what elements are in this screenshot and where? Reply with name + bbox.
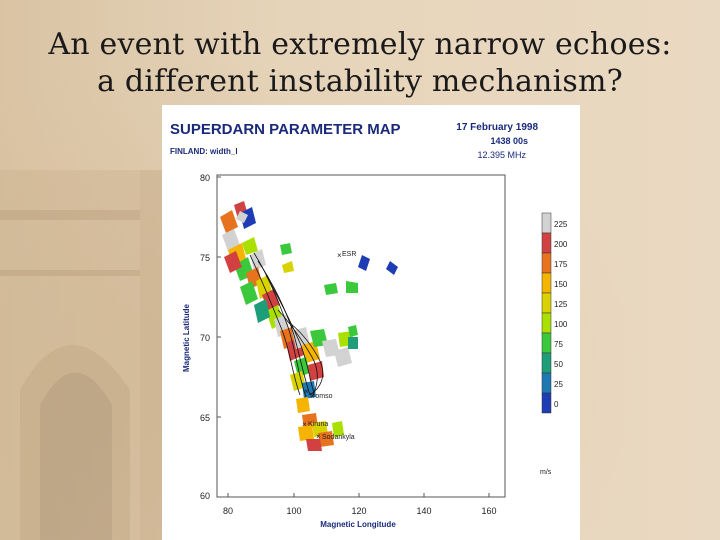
title-line-1: An event with extremely narrow echoes:: [48, 27, 672, 62]
color-scale-label: 75: [554, 340, 563, 349]
y-axis-label: Magnetic Latitude: [182, 303, 191, 372]
station-tromso: Tromso: [309, 393, 333, 400]
x-axis-label: Magnetic Longitude: [320, 520, 396, 529]
radar-echo-cells: [220, 201, 398, 451]
archway-background-image: [0, 170, 165, 540]
color-scale-label: 175: [554, 260, 568, 269]
plot-frame: [216, 174, 506, 498]
color-scale-label: 225: [554, 220, 568, 229]
map-date: 17 February 1998: [456, 122, 538, 133]
svg-text:×: ×: [316, 432, 321, 441]
color-scale-unit: m/s: [540, 469, 552, 476]
color-scale-swatch: [541, 212, 552, 234]
station-sodankyla: Sodankyla: [322, 434, 355, 441]
svg-text:×: ×: [302, 420, 307, 429]
map-plot: × ESR × Tromso × Kiruna × Sodankyla 80 7…: [182, 173, 568, 529]
y-tick: 60: [200, 491, 210, 501]
color-scale-swatch: [541, 252, 552, 274]
y-tick: 70: [200, 333, 210, 343]
potential-contours: [249, 252, 324, 398]
map-title: SUPERDARN PARAMETER MAP: [170, 121, 401, 138]
color-scale-label: 150: [554, 280, 568, 289]
color-scale-label: 100: [554, 320, 568, 329]
x-tick: 100: [286, 506, 301, 516]
superdarn-parameter-map: SUPERDARN PARAMETER MAP FINLAND: width_l…: [162, 105, 580, 540]
y-tick: 80: [200, 173, 210, 183]
svg-text:×: ×: [304, 387, 309, 396]
color-scale-label: 200: [554, 240, 568, 249]
color-scale-swatch: [541, 372, 552, 394]
color-scale-label: 125: [554, 300, 568, 309]
y-tick: 65: [200, 413, 210, 423]
title-line-2: a different instability mechanism?: [97, 64, 623, 99]
color-scale-label: 50: [554, 360, 563, 369]
map-frequency: 12.395 MHz: [477, 150, 526, 160]
color-scale-swatch: [541, 392, 552, 414]
station-kiruna: Kiruna: [308, 421, 328, 428]
x-tick: 160: [481, 506, 496, 516]
color-scale-label: 25: [554, 380, 563, 389]
x-tick: 140: [416, 506, 431, 516]
x-tick: 80: [223, 506, 233, 516]
color-scale-swatch: [541, 292, 552, 314]
color-scale-swatch: [541, 312, 552, 334]
radar-parameter-label: FINLAND: width_l: [170, 147, 238, 156]
y-axis-ticks: 80 75 70 65 60: [200, 173, 210, 501]
slide-title: An event with extremely narrow echoes: a…: [0, 26, 720, 100]
map-time: 1438 00s: [490, 136, 528, 146]
color-scale-swatch: [541, 352, 552, 374]
x-tick: 120: [351, 506, 366, 516]
color-scale-swatch: [541, 272, 552, 294]
color-scale-label: 0: [554, 400, 559, 409]
x-axis-ticks: 80 100 120 140 160: [223, 506, 497, 516]
y-tick: 75: [200, 253, 210, 263]
station-markers: × ESR × Tromso × Kiruna × Sodankyla: [302, 251, 356, 441]
color-scale-swatch: [541, 232, 552, 254]
color-scale-swatch: [541, 332, 552, 354]
color-scale-bar: 225 200 175 150 125 100 75 50 25 0: [541, 212, 568, 414]
svg-text:×: ×: [337, 251, 342, 260]
station-esr: ESR: [342, 251, 356, 258]
